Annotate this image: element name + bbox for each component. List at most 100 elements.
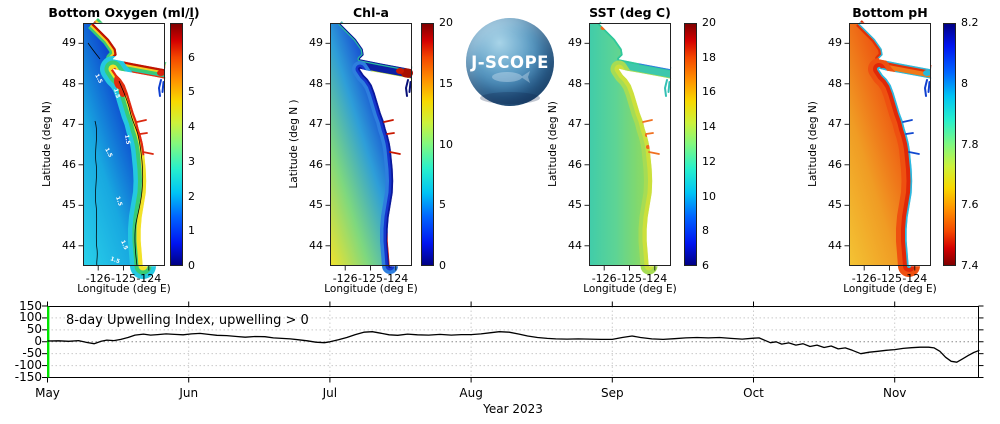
- lon-tick-label: -124: [642, 272, 668, 285]
- colorbar: [684, 23, 697, 266]
- lat-tick-label: 47: [62, 117, 76, 131]
- colorbar-tick-label: 3: [188, 154, 195, 168]
- jscope-logo: J-SCOPE: [466, 18, 554, 106]
- lat-tick-label: 44: [568, 238, 582, 252]
- chart-annotation: 8-day Upwelling Index, upwelling > 0: [66, 313, 309, 328]
- lat-tick-label: 44: [309, 238, 323, 252]
- x-axis-label: Longitude (deg E): [324, 283, 418, 295]
- colorbar-tick-label: 18: [702, 50, 716, 64]
- colorbar-tick-label: 0: [188, 259, 195, 272]
- y-axis-label: Latitude (deg N): [547, 101, 559, 187]
- lat-tick-label: 48: [828, 76, 842, 90]
- lat-tick-label: 47: [828, 117, 842, 131]
- colorbar-tick-label: 8.2: [961, 16, 979, 29]
- lat-tick-label: 46: [828, 157, 842, 171]
- y-tick-label: -50: [22, 346, 42, 361]
- lat-tick-label: 49: [828, 36, 842, 50]
- month-tick-label: Jun: [179, 386, 199, 400]
- lon-tick-label: -125: [111, 272, 136, 285]
- lon-tick-label: -126: [591, 272, 617, 285]
- lat-tick-label: 48: [62, 76, 76, 90]
- month-tick-label: Oct: [743, 386, 764, 400]
- lon-tick-label: -124: [902, 272, 928, 285]
- colorbar-tick-label: 7: [188, 16, 195, 29]
- y-axis-label: Latitude (deg N ): [288, 99, 300, 189]
- month-tick-label: Sep: [600, 386, 624, 400]
- lat-tick-label: 49: [568, 36, 582, 50]
- contour-label: 1.5: [119, 240, 128, 251]
- lon-tick-label: -125: [877, 272, 902, 285]
- contour-label: 1.5: [123, 134, 131, 145]
- coastal-map-sst: [584, 21, 672, 275]
- y-axis-label: Latitude (deg N): [41, 101, 53, 187]
- colorbar-tick-label: 16: [702, 85, 716, 99]
- colorbar: [421, 23, 434, 266]
- colorbar-tick-label: 6: [188, 50, 195, 64]
- coastal-map-chl-a: [325, 21, 413, 274]
- lat-tick-label: 47: [309, 117, 323, 131]
- y-tick-label: -100: [14, 358, 42, 373]
- x-axis-label: Year 2023: [483, 402, 543, 416]
- lon-tick-label: -126: [332, 272, 358, 285]
- lat-tick-label: 44: [828, 238, 842, 252]
- lat-tick-label: 45: [62, 198, 76, 212]
- y-tick-label: 100: [19, 310, 42, 325]
- colorbar-tick-label: 7.8: [961, 137, 979, 151]
- y-axis-label: Latitude (deg N): [807, 101, 819, 187]
- colorbar-tick-label: 15: [439, 76, 453, 90]
- lat-tick-label: 45: [828, 198, 842, 212]
- lat-tick-label: 45: [568, 198, 582, 212]
- colorbar-tick-label: 20: [439, 16, 453, 29]
- colorbar-tick-label: 12: [702, 154, 716, 168]
- y-tick-label: 150: [19, 298, 42, 313]
- x-axis-label: Longitude (deg E): [77, 283, 171, 295]
- lat-tick-label: 49: [309, 36, 323, 50]
- colorbar-tick-label: 8: [702, 224, 709, 238]
- lat-tick-label: 44: [62, 238, 76, 252]
- colorbar-tick-label: 0: [439, 259, 446, 272]
- upwelling-index-line: [47, 331, 980, 363]
- fish-icon: [480, 71, 540, 104]
- panel-title: SST (deg C): [589, 5, 671, 20]
- colorbar: [943, 23, 956, 266]
- month-tick-label: May: [35, 386, 60, 400]
- lon-tick-label: -125: [617, 272, 642, 285]
- lat-tick-label: 47: [568, 117, 582, 131]
- lon-tick-label: -124: [383, 272, 409, 285]
- colorbar-tick-label: 8: [961, 76, 968, 90]
- lat-tick-label: 45: [309, 198, 323, 212]
- lat-tick-label: 46: [568, 157, 582, 171]
- lon-tick-label: -125: [358, 272, 383, 285]
- lat-tick-label: 48: [568, 76, 582, 90]
- coastal-map-bottom-ph: [844, 20, 932, 277]
- coastal-map-bottom-oxygen: 1.5 1.5 1.5 1.5 1.5 1.5 1.5: [78, 18, 167, 279]
- colorbar-tick-label: 2: [188, 189, 195, 203]
- y-tick-label: 0: [34, 334, 42, 349]
- colorbar-tick-label: 1: [188, 224, 195, 238]
- y-tick-label: -150: [14, 370, 42, 384]
- colorbar-tick-label: 10: [439, 137, 453, 151]
- colorbar-tick-label: 7.6: [961, 198, 979, 212]
- colorbar: [170, 23, 183, 266]
- contour-label: 1.5: [112, 88, 120, 99]
- colorbar-tick-label: 14: [702, 120, 716, 134]
- lat-tick-label: 49: [62, 36, 76, 50]
- colorbar-tick-label: 7.4: [961, 259, 979, 272]
- lon-tick-label: -126: [851, 272, 877, 285]
- colorbar-tick-label: 4: [188, 120, 195, 134]
- month-tick-label: Nov: [882, 386, 907, 400]
- x-axis-label: Longitude (deg E): [843, 283, 937, 295]
- colorbar-tick-label: 5: [439, 198, 446, 212]
- contour-label: 1.5: [109, 256, 120, 265]
- y-tick-label: 50: [26, 322, 42, 337]
- month-tick-label: Jul: [322, 386, 338, 400]
- lat-tick-label: 48: [309, 76, 323, 90]
- contour-label: 1.5: [103, 147, 113, 159]
- logo-text: J-SCOPE: [471, 52, 549, 72]
- colorbar-tick-label: 10: [702, 189, 716, 203]
- panel-title: Bottom pH: [852, 5, 928, 20]
- panel-title: Chl-a: [353, 5, 389, 20]
- month-tick-label: Aug: [459, 386, 483, 400]
- contour-label: 1.5: [93, 73, 103, 85]
